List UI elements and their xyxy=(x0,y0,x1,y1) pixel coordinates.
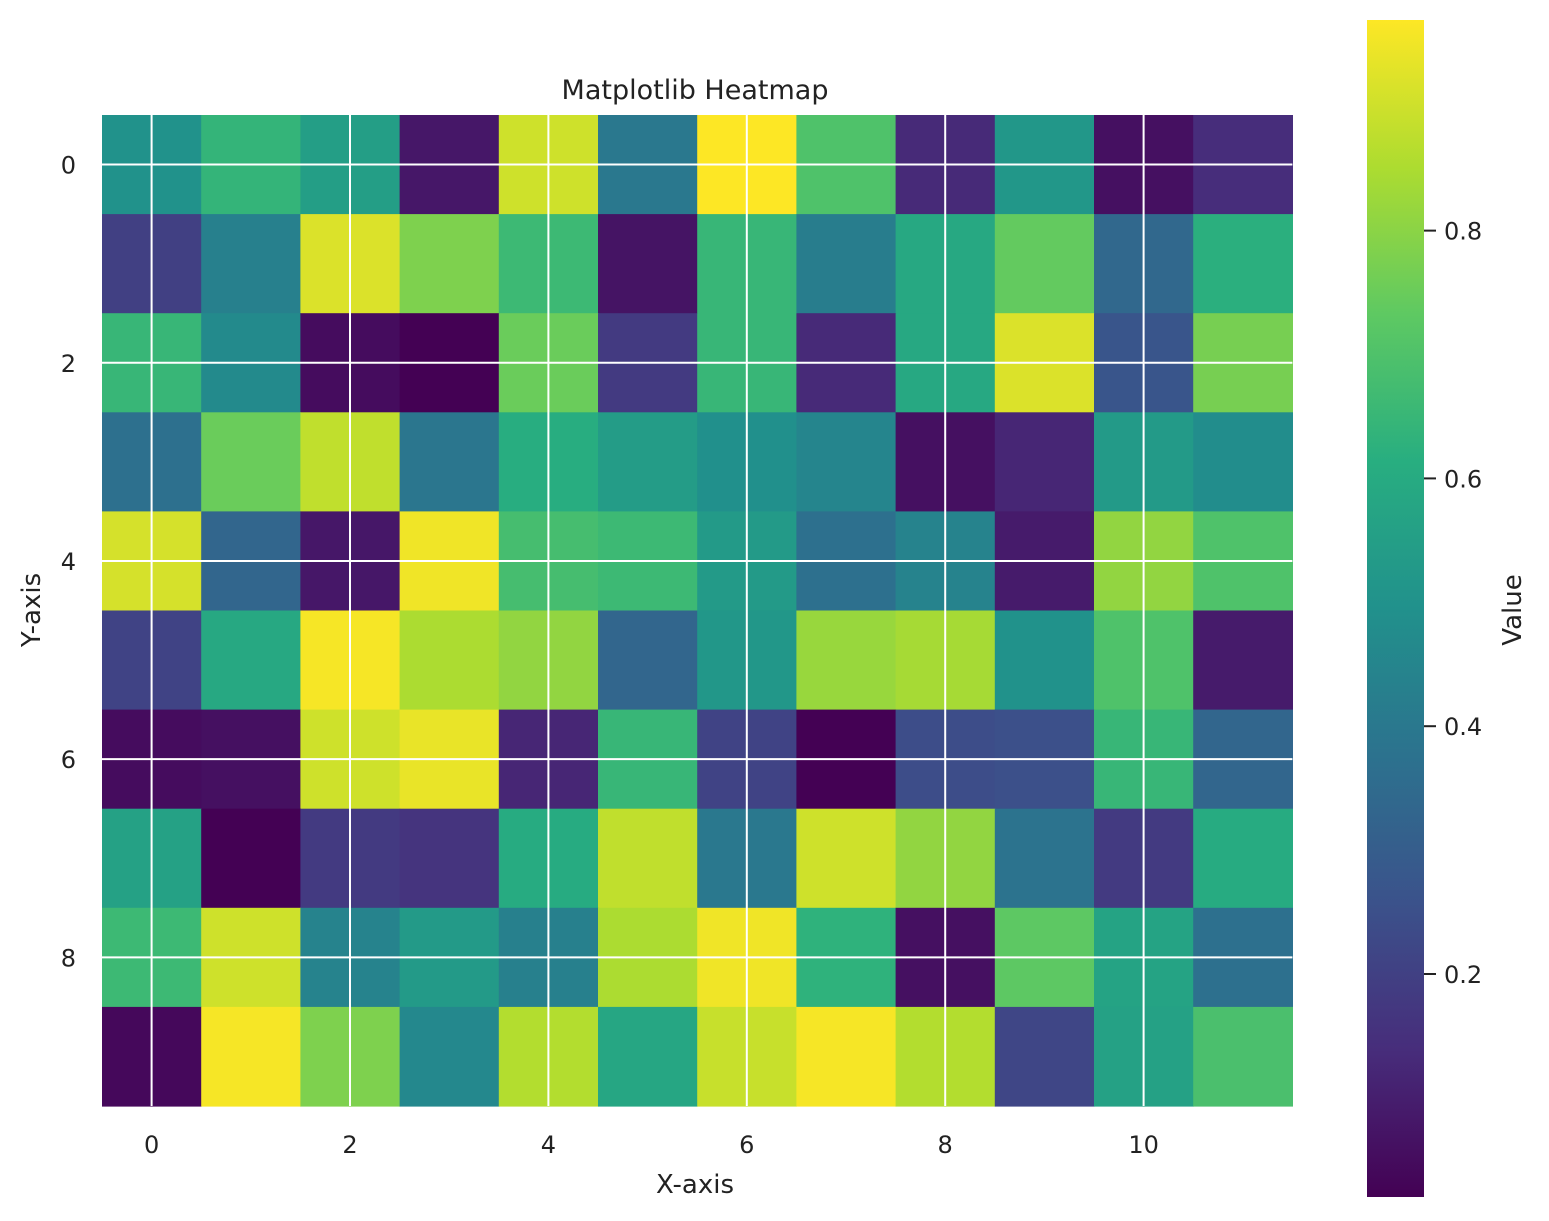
heatmap-cell-r3-c5 xyxy=(598,412,698,512)
x-tick-label-6: 6 xyxy=(739,1131,754,1159)
y-tick-label-0: 0 xyxy=(61,152,76,180)
heatmap-cell-r9-c3 xyxy=(399,1006,500,1107)
x-tick-label-4: 4 xyxy=(541,1131,556,1159)
colorbar-label: Value xyxy=(1498,574,1528,645)
heatmap-cell-r3-c3 xyxy=(399,412,500,512)
heatmap-cell-r5-c1 xyxy=(201,610,301,711)
heatmap-cell-r9-c9 xyxy=(994,1006,1095,1107)
heatmap-cell-r7-c9 xyxy=(994,808,1095,909)
heatmap-cell-r9-c11 xyxy=(1193,1006,1293,1107)
heatmap-cell-r5-c9 xyxy=(994,610,1095,711)
heatmap-cell-r9-c1 xyxy=(201,1006,301,1107)
heatmap-cell-r5-c5 xyxy=(598,610,698,711)
x-tick-label-0: 0 xyxy=(144,1131,159,1159)
y-axis-ticks: 0 2 4 6 8 xyxy=(61,152,76,973)
heatmap-cell-r3-c9 xyxy=(994,412,1095,512)
heatmap-cell-r1-c1 xyxy=(201,214,301,314)
heatmap-cell-r9-c5 xyxy=(598,1006,698,1107)
colorbar-tick-label-0.8: 0.8 xyxy=(1444,218,1482,246)
heatmap-cell-r9-c7 xyxy=(796,1006,897,1107)
heatmap-cell-r7-c3 xyxy=(399,808,500,909)
heatmap-cell-r3-c7 xyxy=(796,412,897,512)
colorbar-tick-label-0.2: 0.2 xyxy=(1444,961,1482,989)
heatmap-cell-r7-c1 xyxy=(201,808,301,909)
heatmap-cell-r1-c7 xyxy=(796,214,897,314)
chart-title: Matplotlib Heatmap xyxy=(562,75,829,106)
colorbar-ticks: 0.2 0.4 0.6 0.8 xyxy=(1424,218,1482,989)
colorbar xyxy=(1367,20,1424,1197)
y-tick-label-4: 4 xyxy=(61,548,76,576)
heatmap-cell-r3-c1 xyxy=(201,412,301,512)
x-axis-label: X-axis xyxy=(656,1170,734,1200)
y-tick-label-2: 2 xyxy=(61,350,76,378)
heatmap-cell-r3-c11 xyxy=(1193,412,1293,512)
heatmap-cell-r5-c11 xyxy=(1193,610,1293,711)
y-tick-label-6: 6 xyxy=(61,746,76,774)
x-tick-label-10: 10 xyxy=(1128,1131,1159,1159)
heatmap-cell-r7-c11 xyxy=(1193,808,1293,909)
colorbar-tick-label-0.6: 0.6 xyxy=(1444,465,1482,493)
x-axis-ticks: 0 2 4 6 8 10 xyxy=(144,1131,1159,1159)
gridlines xyxy=(102,115,1293,1106)
heatmap-cell-r1-c3 xyxy=(399,214,500,314)
heatmap-cell-r1-c9 xyxy=(994,214,1095,314)
colorbar-tick-label-0.4: 0.4 xyxy=(1444,713,1482,741)
heatmap-cell-r7-c7 xyxy=(796,808,897,909)
y-axis-label: Y-axis xyxy=(17,573,47,648)
heatmap-cell-r7-c5 xyxy=(598,808,698,909)
heatmap-cell-r1-c5 xyxy=(598,214,698,314)
heatmap-cell-r5-c3 xyxy=(399,610,500,711)
heatmap-cell-r5-c7 xyxy=(796,610,897,711)
y-tick-label-8: 8 xyxy=(61,944,76,972)
x-tick-label-8: 8 xyxy=(938,1131,953,1159)
heatmap-cell-r1-c11 xyxy=(1193,214,1293,314)
x-tick-label-2: 2 xyxy=(342,1131,357,1159)
